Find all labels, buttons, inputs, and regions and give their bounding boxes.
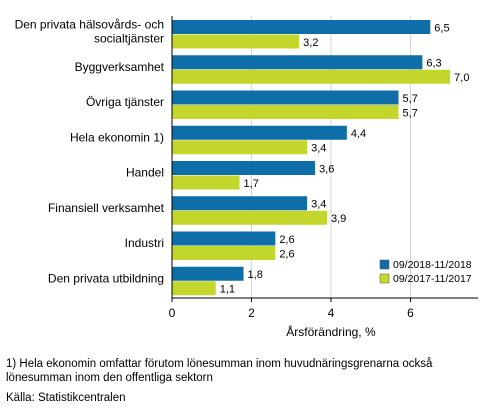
data-label-1-4: 3,6	[319, 163, 334, 175]
data-label-2-2: 5,7	[403, 107, 418, 119]
data-label-2-3: 3,4	[311, 143, 326, 155]
data-label-1-2: 5,7	[403, 93, 418, 105]
legend-label-1: 09/2018-11/2018	[393, 259, 472, 271]
category-label-7: Den privata utbildning	[48, 271, 164, 285]
bar-2-0	[172, 34, 300, 49]
bar-1-2	[172, 90, 399, 105]
legend-label-2: 09/2017-11/2017	[393, 273, 472, 285]
x-tick-label-2: 4	[328, 306, 335, 320]
bar-2-5	[172, 210, 327, 225]
data-label-1-7: 1,8	[248, 269, 263, 281]
bar-2-3	[172, 140, 308, 155]
x-tick-label-0: 0	[169, 306, 176, 320]
bar-1-3	[172, 125, 347, 140]
bar-1-0	[172, 20, 431, 34]
bar-1-1	[172, 55, 423, 70]
category-label-4: Handel	[126, 166, 164, 180]
legend-swatch-2	[379, 273, 390, 284]
footnote: 1) Hela ekonomin omfattar förutom lönesu…	[6, 358, 433, 384]
data-label-1-3: 4,4	[351, 128, 366, 140]
bar-2-6	[172, 246, 276, 260]
category-label-3: Hela ekonomin 1)	[70, 130, 164, 144]
data-label-1-5: 3,4	[311, 199, 326, 211]
category-label-1: Byggverksamhet	[75, 60, 165, 74]
bar-1-7	[172, 266, 244, 281]
category-label-2: Övriga tjänster	[86, 95, 164, 109]
bar-1-5	[172, 196, 308, 211]
category-label-5: Finansiell verksamhet	[48, 201, 165, 215]
category-label-6: Industri	[125, 236, 164, 250]
x-tick-label-3: 6	[407, 306, 414, 320]
data-label-1-0: 6,5	[434, 22, 449, 34]
bar-2-2	[172, 105, 399, 119]
data-label-2-1: 7,0	[454, 72, 469, 84]
x-tick-label-1: 2	[248, 306, 255, 320]
data-label-2-0: 3,2	[303, 37, 318, 49]
bar-2-1	[172, 69, 451, 84]
data-label-1-6: 2,6	[279, 234, 294, 246]
data-label-2-6: 2,6	[279, 248, 294, 260]
data-label-2-7: 1,1	[220, 284, 235, 296]
bar-1-6	[172, 231, 276, 246]
bar-2-7	[172, 281, 216, 296]
category-label-0: Den privata hälsovårds- och socialtjänste…	[15, 18, 164, 46]
bar-chart: 6,5 3,2 Den privata hälsovårds- och socialt…	[15, 16, 478, 339]
legend-swatch-1	[379, 259, 390, 270]
data-label-2-5: 3,9	[331, 213, 346, 225]
bar-2-4	[172, 175, 240, 190]
data-label-1-1: 6,3	[426, 58, 441, 70]
bar-1-4	[172, 161, 316, 175]
source-note: Källa: Statistikcentralen	[6, 392, 126, 404]
data-label-2-4: 1,7	[244, 178, 259, 190]
x-axis-title: Årsförändring, %	[286, 324, 376, 339]
